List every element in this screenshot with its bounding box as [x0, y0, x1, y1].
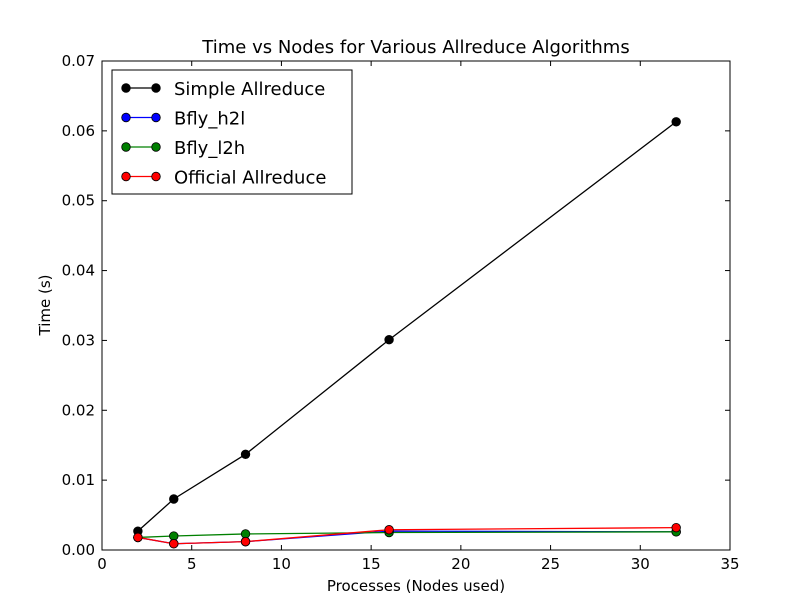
x-tick-label: 20 — [451, 555, 470, 573]
chart-title: Time vs Nodes for Various Allreduce Algo… — [201, 37, 629, 58]
data-point-official-allreduce — [133, 532, 143, 543]
legend-marker-bfly-h2l — [121, 112, 131, 123]
legend-marker-official-allreduce — [151, 171, 161, 182]
y-tick-label: 0.00 — [62, 541, 95, 559]
data-point-official-allreduce — [384, 525, 394, 535]
x-tick-label: 15 — [362, 555, 381, 573]
legend-marker-bfly-l2h — [151, 142, 161, 152]
data-point-simple-allreduce — [384, 335, 394, 345]
legend-marker-simple-allreduce — [121, 83, 131, 93]
y-axis-label: Time (s) — [36, 275, 54, 337]
legend: Simple Allreduce Bfly_h2l Bfly_l2h Official… — [111, 69, 353, 195]
legend-box — [111, 69, 353, 195]
data-point-simple-allreduce — [240, 449, 251, 459]
legend-marker-bfly-l2h — [121, 142, 131, 152]
data-point-simple-allreduce — [169, 494, 179, 504]
x-axis-label: Processes (Nodes used) — [327, 577, 505, 595]
x-tick-label: 25 — [541, 555, 560, 573]
y-tick-label: 0.04 — [62, 262, 95, 280]
data-point-official-allreduce — [240, 536, 251, 547]
y-tick-label: 0.06 — [62, 122, 95, 140]
legend-marker-bfly-h2l — [151, 112, 161, 123]
data-point-official-allreduce — [169, 539, 179, 549]
data-point-official-allreduce — [671, 522, 681, 533]
x-tick-label: 5 — [187, 555, 197, 573]
y-tick-label: 0.01 — [62, 471, 95, 489]
y-tick-label: 0.02 — [62, 401, 95, 419]
series-line-bfly-l2h — [137, 531, 677, 539]
series-line-official-allreduce — [137, 526, 677, 545]
legend-label-simple-allreduce: Simple Allreduce — [174, 79, 325, 100]
series-layer — [133, 117, 681, 549]
legend-label-official-allreduce: Official Allreduce — [174, 168, 326, 189]
legend-label-bfly-l2h: Bfly_l2h — [174, 138, 245, 159]
plot-frame — [101, 60, 731, 551]
data-point-simple-allreduce — [671, 117, 681, 127]
legend-marker-simple-allreduce — [151, 83, 161, 93]
y-tick-label: 0.07 — [62, 52, 95, 70]
x-tick-label: 10 — [272, 555, 291, 573]
legend-label-bfly-h2l: Bfly_h2l — [174, 109, 245, 130]
y-tick-label: 0.05 — [62, 192, 95, 210]
x-tick-label: 0 — [97, 555, 107, 573]
x-tick-label: 35 — [720, 555, 739, 573]
axis-ticks: 0 5 10 15 20 25 30 35 0.00 0.01 0.02 0.03 0.04 0.05 0.… — [62, 52, 740, 573]
x-tick-label: 30 — [631, 555, 650, 573]
legend-marker-official-allreduce — [121, 171, 131, 182]
y-tick-label: 0.03 — [62, 331, 95, 349]
